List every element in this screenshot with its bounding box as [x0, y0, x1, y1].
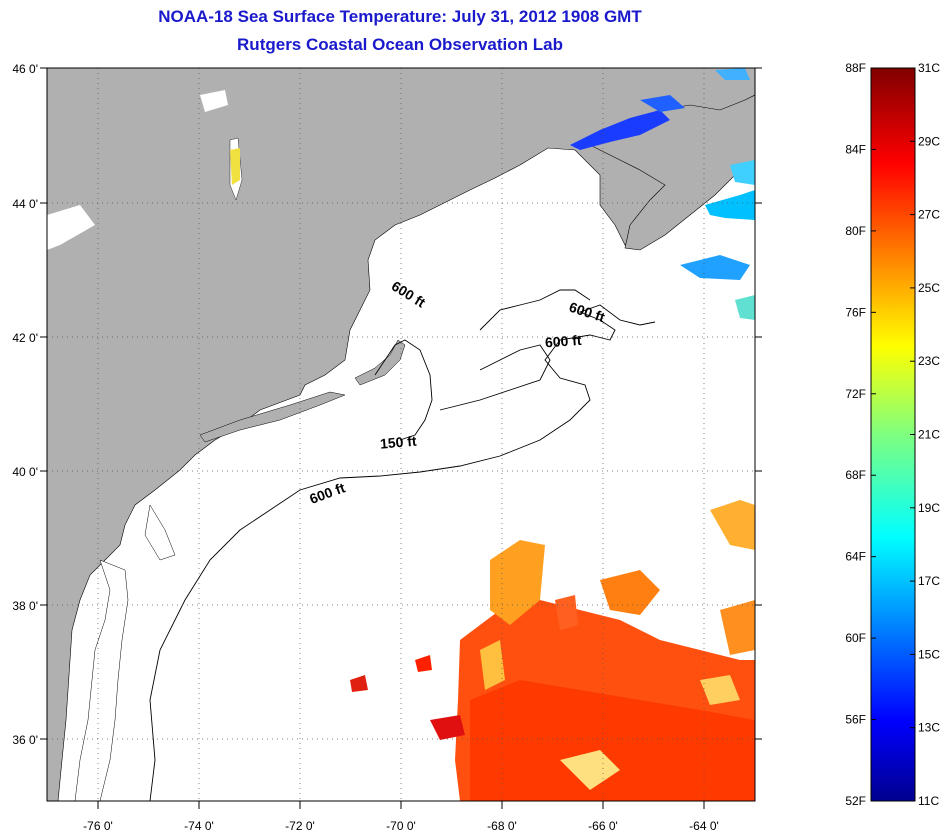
- colorbar-c-label: 29C: [918, 134, 940, 148]
- chesapeake-bay: [74, 559, 129, 801]
- cold-sst-patches: [570, 68, 755, 320]
- colorbar-f-label: 68F: [845, 468, 866, 482]
- lat-tick-label: 44 0': [12, 197, 38, 211]
- lon-tick-label: -68 0': [487, 819, 517, 833]
- lon-tick-label: -76 0': [83, 819, 113, 833]
- map-subtitle: Rutgers Coastal Ocean Observation Lab: [237, 35, 563, 54]
- colorbar-c-label: 19C: [918, 501, 940, 515]
- colorbar-f-label: 64F: [845, 550, 866, 564]
- yellow-patch: [230, 148, 240, 185]
- colorbar-c-label: 17C: [918, 574, 940, 588]
- colorbar-f-label: 52F: [845, 794, 866, 808]
- colorbar-f-label: 72F: [845, 387, 866, 401]
- inland-lake: [200, 90, 228, 112]
- lat-tick-label: 42 0': [12, 331, 38, 345]
- lon-tick-label: -74 0': [184, 819, 214, 833]
- colorbar-c-label: 25C: [918, 281, 940, 295]
- colorbar-fahrenheit-labels: 88F 84F 80F 76F 72F 68F 64F 60F 56F 52F: [845, 61, 876, 808]
- colorbar-f-label: 80F: [845, 224, 866, 238]
- colorbar-c-label: 23C: [918, 354, 940, 368]
- contour-label-600ft: 600 ft: [544, 332, 582, 351]
- long-island-land: [199, 391, 346, 443]
- colorbar-f-label: 60F: [845, 631, 866, 645]
- colorbar-c-label: 31C: [918, 61, 940, 75]
- cape-cod-land: [354, 339, 406, 386]
- us-mainland-land: [47, 68, 755, 801]
- map-title: NOAA-18 Sea Surface Temperature: July 31…: [158, 7, 642, 26]
- colorbar-f-label: 84F: [845, 142, 866, 156]
- lon-tick-label: -70 0': [386, 819, 416, 833]
- graticule: [47, 68, 755, 801]
- lon-tick-label: -66 0': [588, 819, 618, 833]
- colorbar-c-label: 11C: [918, 794, 939, 808]
- warm-sst-region: [350, 500, 755, 801]
- colorbar-f-label: 76F: [845, 305, 866, 319]
- contour-label-150ft: 150 ft: [379, 433, 417, 452]
- colorbar-f-label: 56F: [845, 713, 866, 727]
- colorbar-c-label: 27C: [918, 208, 940, 222]
- lat-tick-label: 46 0': [12, 62, 38, 76]
- colorbar-c-label: 15C: [918, 647, 940, 661]
- colorbar-c-label: 21C: [918, 428, 940, 442]
- lat-tick-label: 40 0': [12, 465, 38, 479]
- lat-tick-label: 38 0': [12, 599, 38, 613]
- lon-tick-label: -72 0': [285, 819, 315, 833]
- delaware-bay: [144, 504, 176, 561]
- colorbar-f-label: 88F: [845, 61, 866, 75]
- colorbar: [870, 67, 916, 802]
- lon-tick-label: -64 0': [689, 819, 719, 833]
- lat-tick-label: 36 0': [12, 733, 38, 747]
- colorbar-c-label: 13C: [918, 721, 940, 735]
- bathymetry-contours: [149, 289, 656, 801]
- tick-marks: [40, 67, 762, 809]
- colorbar-celsius-labels: 31C 29C 27C 25C 23C 21C 19C 17C 15C 13C 11C: [910, 61, 940, 808]
- inland-lake: [47, 205, 95, 250]
